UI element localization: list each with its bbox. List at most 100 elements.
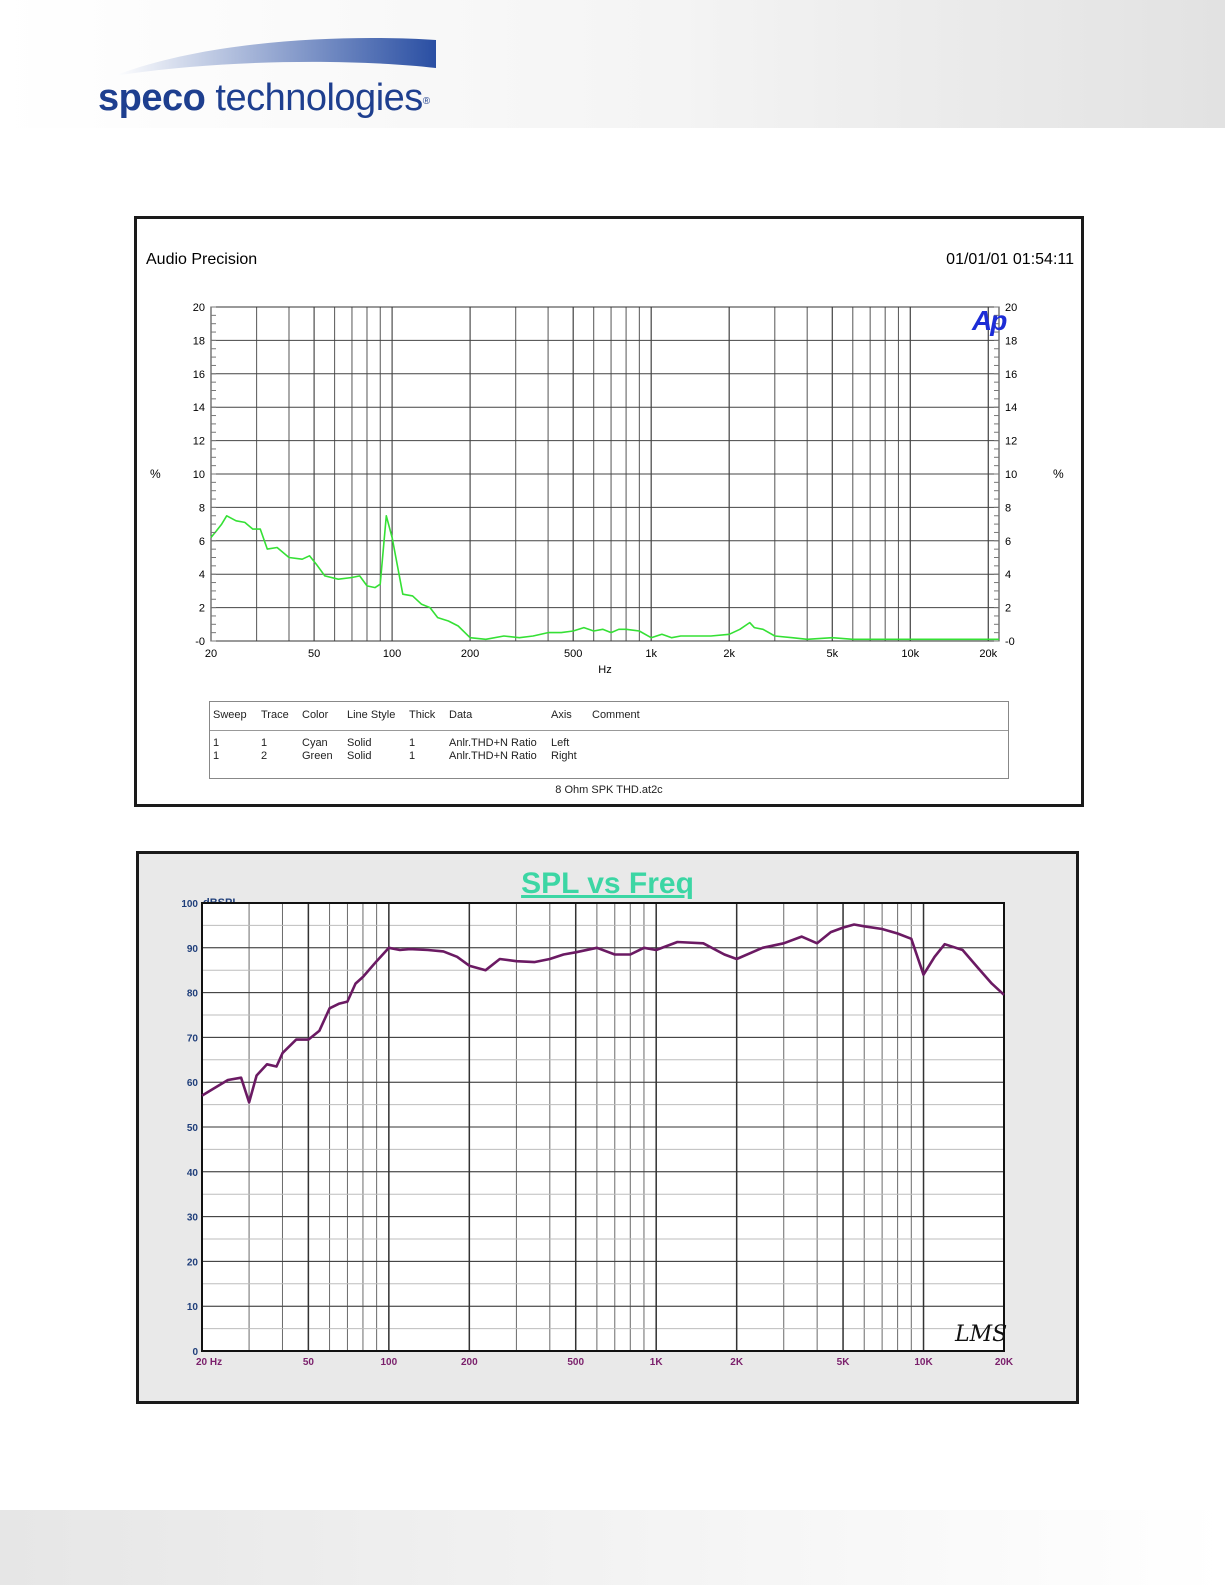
y-axis-label-right: % [1053,467,1064,481]
ap-badge-icon: Ap [972,305,1007,336]
ap-chart-title: Audio Precision [146,251,258,268]
logo-technologies: technologies [205,77,423,119]
x-tick-label: 2K [730,1357,744,1368]
y-tick-label-right: 14 [1005,402,1017,414]
y-tick-label: 60 [187,1078,199,1089]
x-tick-label: 50 [308,648,320,660]
y-tick-label-right: 10 [1005,469,1017,481]
legend-divider [210,730,1008,731]
y-tick-label: 16 [193,369,205,381]
logo-registered: ® [422,96,430,107]
y-tick-label: 30 [187,1213,199,1224]
y-tick-label: 12 [193,436,205,448]
legend-cell: 1 [409,737,416,749]
legend-cell: 1 [213,737,220,749]
lms-watermark: LMS [955,1322,1008,1347]
y-tick-label: 10 [193,469,205,481]
y-tick-label-right: 12 [1005,436,1017,448]
trace-legend-table: Sweep Trace Color Line Style Thick Data Axis Co… [209,701,1009,779]
x-tick-label: 500 [564,648,582,660]
x-tick-label: 500 [567,1357,584,1368]
y-tick-label-right: 8 [1005,502,1011,514]
y-tick-label: 14 [193,402,205,414]
thd-chart-panel: Audio Precision 01/01/01 01:54:11 20 50 10… [134,216,1084,807]
y-tick-label: 6 [199,536,205,548]
y-tick-label: -0 [195,636,205,648]
legend-column-header: Sweep [213,709,247,721]
y-tick-label-right: 18 [1005,335,1017,347]
spl-chart-title: SPL vs Freq [139,867,1076,901]
y-tick-label-right: 16 [1005,369,1017,381]
x-tick-label: 10K [914,1357,933,1368]
footer-band [0,1510,1225,1585]
x-axis-label: Hz [598,664,611,676]
y-tick-label: 90 [187,944,199,955]
legend-cell: Cyan [302,737,328,749]
legend-cell: Right [551,750,577,762]
legend-column-header: Axis [551,709,572,721]
y-tick-label: 50 [187,1123,199,1134]
x-tick-label: 1K [650,1357,664,1368]
legend-cell: Solid [347,737,372,749]
plot-frame [201,902,1005,1352]
legend-cell: Left [551,737,570,749]
legend-column-header: Data [449,709,473,721]
legend-column-header: Comment [592,709,640,721]
legend-header-row: Sweep Trace Color Line Style Thick Data Axis Co… [210,709,1008,725]
y-tick-label-right: 2 [1005,603,1011,615]
legend-column-header: Thick [409,709,436,721]
y-tick-label: 20 [187,1257,199,1268]
x-tick-label: 20 Hz [196,1357,222,1368]
legend-row: 1 1 Cyan Solid 1 Anlr.THD+N Ratio Left [210,737,1008,751]
y-tick-label: 2 [199,603,205,615]
y-tick-label: 40 [187,1168,199,1179]
legend-cell: 1 [409,750,416,762]
y-tick-label: 100 [181,899,198,910]
legend-row: 1 2 Green Solid 1 Anlr.THD+N Ratio Right [210,750,1008,764]
ap-file-name: 8 Ohm SPK THD.at2c [555,784,663,796]
ap-timestamp: 01/01/01 01:54:11 [946,251,1074,268]
legend-cell: 2 [261,750,268,762]
x-tick-label: 1k [645,648,657,660]
legend-column-header: Color [302,709,329,721]
speco-logo: speco technologies® [96,30,456,120]
legend-cell: Green [302,750,333,762]
logo-swoosh-icon [114,37,436,76]
spl-chart-panel: SPL vs Freq dBSPL 20 Hz501002005001K2K5K… [136,851,1079,1404]
y-tick-label: 70 [187,1033,199,1044]
legend-cell: Anlr.THD+N Ratio [449,737,537,749]
logo-wordmark: speco technologies® [98,76,430,120]
y-tick-label: 18 [193,335,205,347]
y-tick-label: 0 [192,1347,198,1358]
x-tick-label: 5k [826,648,838,660]
x-tick-label: 100 [381,1357,398,1368]
y-tick-label-right: 4 [1005,569,1011,581]
thd-chart-plot: 20 50 100 200 500 1k 2k 5k 10k 20k -0 2 4 6 8 10 12 14 16 1… [150,302,1064,676]
legend-column-header: Line Style [347,709,396,721]
y-axis-label-left: % [150,467,161,481]
legend-cell: Anlr.THD+N Ratio [449,750,537,762]
legend-cell: Solid [347,750,372,762]
x-tick-label: 200 [461,1357,478,1368]
y-tick-label: 4 [199,569,205,581]
x-tick-label: 20K [995,1357,1014,1368]
y-tick-label-right: 20 [1005,302,1017,314]
y-tick-label-right: -0 [1005,636,1015,648]
spl-chart-plot: 20 Hz 50 100 200 500 1K 2K 5K 10K 20K 0 10 20 30 40 50 6… [181,899,1014,1368]
x-tick-label: 20 [205,648,217,660]
y-tick-label: 10 [187,1302,199,1313]
data-series-line [201,923,1005,1104]
legend-cell: 1 [261,737,268,749]
x-tick-label: 5K [837,1357,851,1368]
y-tick-label: 80 [187,989,199,1000]
x-tick-label: 200 [461,648,479,660]
x-tick-label: 50 [303,1357,315,1368]
spl-chart-title-text: SPL vs Freq [521,867,694,900]
data-series-line [210,514,999,641]
legend-column-header: Trace [261,709,289,721]
y-tick-label: 8 [199,502,205,514]
x-tick-label: 2k [723,648,735,660]
y-tick-label-right: 6 [1005,536,1011,548]
y-tick-label: 20 [193,302,205,314]
x-tick-label: 10k [901,648,919,660]
